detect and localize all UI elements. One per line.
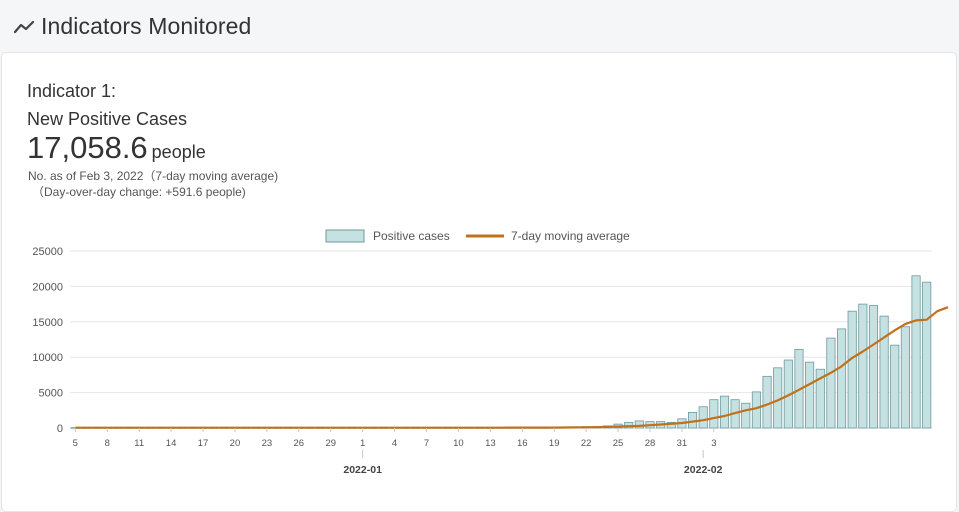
indicator-value-row: 17,058.6 people — [27, 130, 206, 166]
bar — [751, 391, 761, 429]
month-label: 2022-01 — [343, 464, 382, 476]
legend-bar-label: Positive cases — [373, 229, 450, 243]
x-tick-label: 14 — [166, 438, 177, 449]
x-tick-label: 22 — [581, 438, 592, 449]
indicator-card — [1, 52, 957, 512]
x-tick-label: 8 — [105, 438, 110, 449]
x-tick-label: 26 — [294, 438, 305, 449]
x-tick-label: 5 — [73, 438, 78, 449]
x-tick-label: 23 — [262, 438, 273, 449]
x-tick-label: 20 — [230, 438, 241, 449]
day-over-day-change: （Day-over-day change: +591.6 people) — [32, 185, 246, 199]
indicator-name: New Positive Cases — [27, 109, 188, 129]
bar — [741, 402, 751, 429]
bar — [709, 399, 719, 429]
y-tick-label: 10000 — [32, 352, 63, 364]
bar — [879, 315, 889, 429]
y-tick-label: 0 — [57, 423, 63, 435]
trend-line-icon — [13, 20, 35, 34]
legend-bar-swatch — [325, 229, 365, 243]
bar — [847, 310, 857, 429]
x-tick-label: 19 — [549, 438, 560, 449]
y-tick-label: 5000 — [39, 388, 63, 400]
x-tick-label: 31 — [677, 438, 688, 449]
x-tick-label: 16 — [517, 438, 528, 449]
x-tick-label: 29 — [325, 438, 336, 449]
bar — [868, 305, 879, 429]
x-tick-label: 4 — [392, 438, 397, 449]
x-tick-label: 11 — [134, 438, 144, 449]
x-tick-label: 25 — [613, 438, 624, 449]
y-tick-label: 20000 — [32, 281, 63, 293]
bar — [719, 395, 730, 429]
bar — [698, 406, 708, 429]
bar — [890, 344, 900, 429]
month-label: 2022-02 — [684, 464, 723, 476]
x-tick-label: 28 — [645, 438, 656, 449]
as-of-note: No. as of Feb 3, 2022（7-day moving avera… — [28, 169, 279, 183]
legend-line-label: 7-day moving average — [511, 229, 630, 243]
bar — [634, 420, 644, 429]
indicator-label: Indicator 1: — [27, 81, 117, 101]
x-tick-label: 7 — [424, 438, 429, 449]
page-title: Indicators Monitored — [41, 13, 252, 39]
bar — [805, 361, 815, 429]
bar — [911, 275, 921, 429]
x-tick-label: 13 — [485, 438, 496, 449]
y-tick-label: 15000 — [32, 317, 63, 329]
page-header: Indicators Monitored — [0, 0, 959, 52]
indicator-value: 17,058.6 — [27, 130, 148, 165]
bar — [836, 328, 847, 429]
indicator-unit: people — [151, 142, 206, 162]
bar — [826, 337, 836, 429]
bar — [900, 326, 910, 429]
bar — [858, 303, 868, 429]
bar — [762, 375, 772, 429]
x-tick-label: 1 — [360, 438, 365, 449]
y-tick-label: 25000 — [32, 246, 63, 258]
x-tick-label: 17 — [198, 438, 209, 449]
x-tick-label: 3 — [711, 438, 716, 449]
x-tick-label: 10 — [453, 438, 464, 449]
bar — [922, 281, 932, 429]
moving-average-line — [75, 306, 949, 429]
bar — [815, 368, 825, 429]
